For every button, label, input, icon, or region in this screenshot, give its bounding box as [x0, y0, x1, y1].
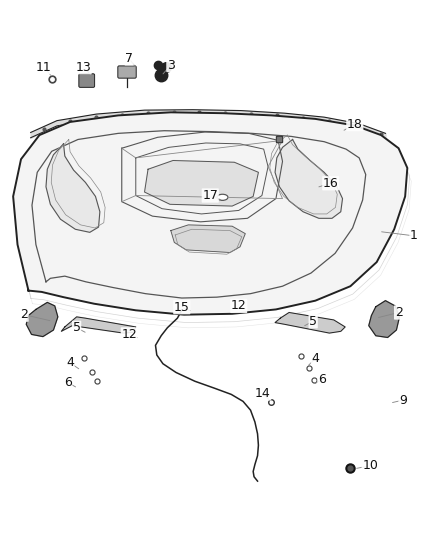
Text: 2: 2: [20, 308, 28, 321]
Text: 12: 12: [231, 300, 247, 312]
Polygon shape: [171, 225, 245, 253]
Text: 9: 9: [399, 393, 407, 407]
Text: 17: 17: [202, 189, 218, 202]
Text: 12: 12: [121, 328, 137, 341]
Polygon shape: [275, 140, 343, 219]
Polygon shape: [275, 312, 345, 333]
Text: 11: 11: [36, 61, 52, 74]
Text: 13: 13: [75, 61, 91, 74]
Text: 14: 14: [255, 387, 271, 400]
Text: 4: 4: [311, 352, 319, 365]
Text: 6: 6: [318, 373, 326, 386]
Text: 7: 7: [125, 52, 133, 65]
FancyBboxPatch shape: [79, 74, 95, 87]
FancyBboxPatch shape: [118, 66, 136, 78]
Ellipse shape: [217, 194, 228, 200]
Polygon shape: [46, 144, 100, 232]
Polygon shape: [26, 302, 58, 336]
Text: 2: 2: [395, 306, 403, 319]
Text: 5: 5: [309, 315, 317, 328]
Text: 3: 3: [167, 59, 175, 71]
Polygon shape: [61, 317, 136, 333]
Text: 15: 15: [174, 301, 190, 314]
Text: 16: 16: [323, 177, 339, 190]
Text: 18: 18: [347, 118, 363, 131]
Text: 10: 10: [362, 459, 378, 472]
Text: 4: 4: [66, 357, 74, 369]
Text: 6: 6: [64, 376, 72, 389]
Polygon shape: [145, 160, 258, 206]
Text: 5: 5: [73, 321, 81, 334]
Text: 1: 1: [410, 229, 418, 243]
Polygon shape: [13, 112, 407, 314]
Polygon shape: [369, 301, 399, 337]
